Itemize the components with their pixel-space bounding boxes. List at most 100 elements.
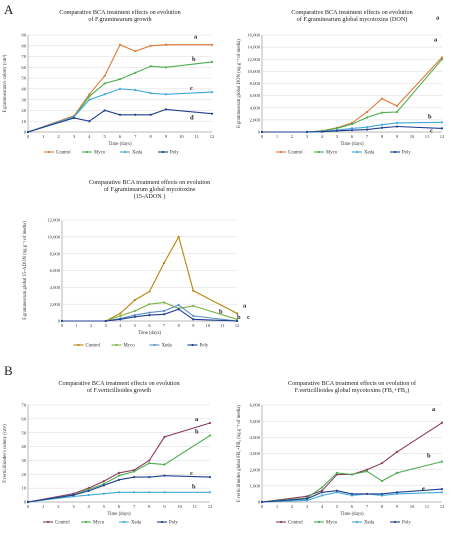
x-tick-label: 2 xyxy=(90,323,93,328)
chart-5: Comparative BCA treatment effects on evo… xyxy=(236,380,445,526)
data-point-myco xyxy=(134,71,137,74)
data-point-poly xyxy=(395,491,399,494)
x-tick-label: 5 xyxy=(103,504,106,509)
y-tick-label: 40 xyxy=(21,444,26,449)
x-tick-label: 8 xyxy=(178,323,181,328)
x-tick-label: 5 xyxy=(134,323,137,328)
data-point-myco xyxy=(163,463,166,466)
x-tick-label: 3 xyxy=(73,134,76,139)
chart-title-line: Comparative BCA treatment effects on evo… xyxy=(291,9,412,16)
legend-marker xyxy=(393,150,397,154)
y-tick-label: 10 xyxy=(21,119,26,124)
significance-letter: a xyxy=(194,34,198,41)
data-point-poly xyxy=(148,475,151,479)
data-point-control xyxy=(148,459,151,462)
legend-marker xyxy=(279,150,283,154)
data-point-myco xyxy=(118,78,122,81)
legend-label: Xeda xyxy=(364,521,375,526)
series-line-poly xyxy=(27,108,213,133)
data-point-myco xyxy=(320,486,324,489)
x-tick-label: 12 xyxy=(440,504,445,509)
data-point-poly xyxy=(133,315,137,318)
significance-letter: b xyxy=(219,308,223,315)
legend-marker xyxy=(161,150,165,154)
y-tick-label: 80 xyxy=(21,43,26,48)
y-tick-label: 30 xyxy=(21,458,26,463)
data-point-control xyxy=(365,110,369,114)
x-tick-label: 0 xyxy=(261,134,264,139)
legend-label: Xeda xyxy=(131,521,142,526)
legend-marker xyxy=(160,520,164,524)
chart-title-line: of F.graminearum global mycotoxins xyxy=(104,186,196,193)
data-point-myco xyxy=(440,460,444,463)
x-tick-label: 7 xyxy=(366,504,369,509)
x-tick-label: 4 xyxy=(321,504,324,509)
y-tick-label: 12,000 xyxy=(47,218,60,224)
data-point-xeda xyxy=(365,126,369,129)
data-point-control xyxy=(102,480,105,483)
data-point-myco xyxy=(395,471,399,474)
data-point-myco xyxy=(119,314,122,318)
data-point-myco xyxy=(380,111,384,114)
data-point-control xyxy=(134,50,137,53)
x-tick-label: 4 xyxy=(88,504,91,509)
data-point-control xyxy=(380,462,384,465)
legend-marker xyxy=(46,520,50,524)
series-line-myco xyxy=(27,61,213,133)
y-tick-label: 20 xyxy=(21,472,26,477)
data-point-myco xyxy=(148,303,151,306)
data-point-myco xyxy=(350,123,354,126)
x-tick-label: 1 xyxy=(276,504,279,509)
x-tick-label: 10 xyxy=(206,323,211,328)
legend-marker xyxy=(317,150,321,154)
data-point-xeda xyxy=(117,491,121,494)
data-point-poly xyxy=(72,116,76,120)
x-tick-label: 8 xyxy=(148,504,151,509)
data-point-control xyxy=(118,43,122,46)
data-point-xeda xyxy=(210,91,214,94)
data-point-poly xyxy=(260,500,264,504)
legend-label: Poly xyxy=(169,521,178,526)
data-point-poly xyxy=(395,125,399,128)
data-point-control xyxy=(177,235,180,238)
y-axis-label: F.graminearum's colony (cm²) xyxy=(2,54,8,112)
significance-letter: b xyxy=(195,428,199,435)
legend-marker xyxy=(317,520,321,524)
data-point-xeda xyxy=(335,491,339,494)
x-tick-label: 3 xyxy=(105,323,108,328)
data-point-xeda xyxy=(103,93,106,96)
x-tick-label: 12 xyxy=(235,323,240,328)
series-line-control xyxy=(27,422,211,503)
data-point-myco xyxy=(335,471,339,474)
data-point-myco xyxy=(103,82,106,85)
y-tick-label: 10,000 xyxy=(247,69,260,75)
legend-marker xyxy=(191,343,194,347)
x-tick-label: 10 xyxy=(177,504,182,509)
x-tick-label: 12 xyxy=(440,134,445,139)
chart-title-line: of F.verticillioides growth xyxy=(87,387,152,394)
significance-letter: b xyxy=(192,56,196,63)
data-point-poly xyxy=(104,319,107,323)
data-point-control xyxy=(162,261,166,265)
significance-letter: c xyxy=(190,85,193,92)
data-point-poly xyxy=(103,109,106,112)
y-tick-label: 60 xyxy=(21,65,26,70)
data-point-poly xyxy=(320,491,324,494)
x-tick-label: 8 xyxy=(381,134,384,139)
data-point-xeda xyxy=(134,88,137,92)
data-point-xeda xyxy=(149,92,152,95)
significance-letter: a xyxy=(432,406,436,413)
y-tick-label: 0 xyxy=(24,500,27,505)
chart-1: Comparative BCA treatment effects on evo… xyxy=(2,9,215,156)
data-point-xeda xyxy=(118,87,122,90)
data-point-myco xyxy=(365,116,369,119)
data-point-xeda xyxy=(395,492,399,496)
data-point-poly xyxy=(335,489,339,492)
significance-letter: d xyxy=(190,115,194,122)
y-tick-label: 10,000 xyxy=(47,234,60,240)
chart-4: Comparative BCA treatment effects on evo… xyxy=(2,380,213,526)
significance-letter: b xyxy=(237,314,241,321)
x-axis-label: Time (days) xyxy=(340,142,364,147)
legend-label: Control xyxy=(55,521,70,526)
data-point-poly xyxy=(177,308,180,311)
